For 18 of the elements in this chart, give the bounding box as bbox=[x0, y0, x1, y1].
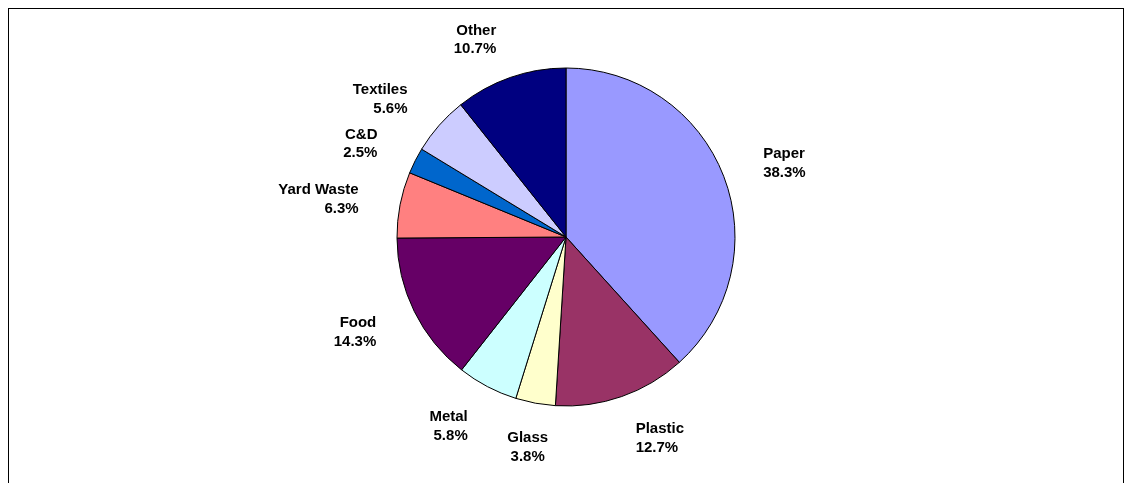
data-label: 12.7% bbox=[635, 438, 679, 456]
slice-label: Glass bbox=[507, 427, 549, 445]
slice-label: Plastic bbox=[635, 419, 685, 437]
data-label: 5.8% bbox=[433, 425, 468, 443]
slice-label: Metal bbox=[429, 407, 468, 425]
slice-label: Textiles bbox=[352, 80, 408, 98]
data-label: 38.3% bbox=[763, 162, 806, 180]
data-label: 2.5% bbox=[343, 143, 378, 161]
data-label: 6.3% bbox=[324, 198, 359, 216]
slice-label: Other bbox=[456, 20, 497, 38]
data-label: 5.6% bbox=[373, 99, 408, 117]
data-label: 10.7% bbox=[453, 39, 497, 57]
data-label: 14.3% bbox=[333, 331, 377, 349]
slice-label: Paper bbox=[763, 144, 805, 162]
data-label: 3.8% bbox=[510, 446, 545, 464]
slice-label: Yard Waste bbox=[278, 179, 359, 197]
slice-label: C&D bbox=[344, 124, 378, 142]
slice-label: Food bbox=[339, 312, 377, 330]
